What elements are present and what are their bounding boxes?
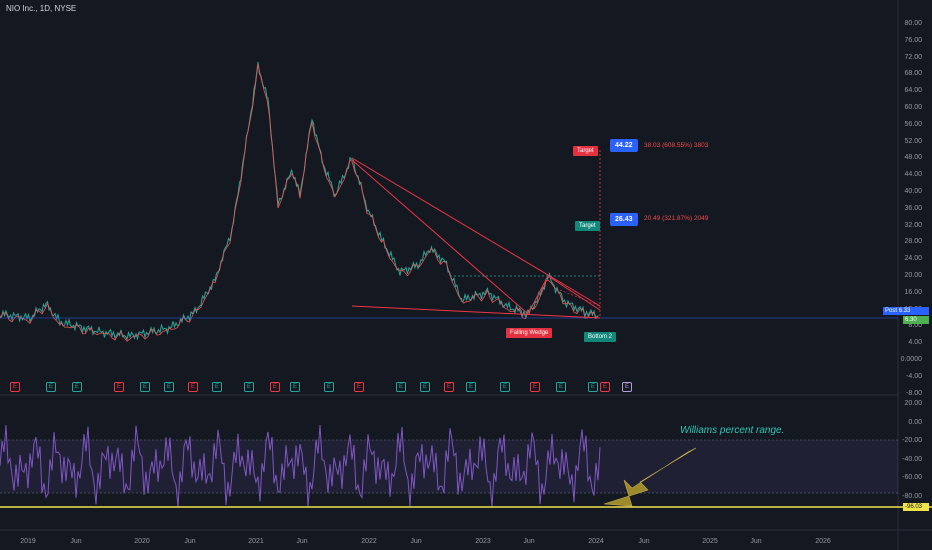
osc-tick: 0.00 (908, 418, 922, 426)
osc-tick: 20.00 (904, 400, 922, 407)
event-marker[interactable]: E (588, 382, 598, 392)
osc-tick: -20.00 (902, 437, 922, 444)
time-tick: Jun (184, 538, 196, 545)
event-marker[interactable]: E (72, 382, 82, 392)
event-marker[interactable]: E (354, 382, 364, 392)
time-tick: 2021 (248, 538, 264, 545)
event-marker[interactable]: E (212, 382, 222, 392)
bottom-2-line (527, 275, 601, 315)
price-tick: 8.00 (908, 322, 922, 330)
price-tick: 48.00 (904, 154, 922, 162)
osc-tick: -60.00 (902, 474, 922, 481)
price-tick: 20.00 (904, 272, 922, 279)
time-tick: Jun (410, 538, 422, 545)
time-tick: Jun (523, 538, 535, 545)
close-price-tag: 6.30 (903, 316, 929, 324)
price-tick: 60.00 (904, 104, 922, 111)
bottom-2-label: Bottom 2 (584, 332, 617, 342)
price-tick: 0.0000 (900, 356, 922, 363)
price-candles-red (0, 63, 598, 342)
target-label-2: Target (575, 221, 600, 231)
event-marker[interactable]: E (444, 382, 454, 392)
target-label-1: Target (573, 146, 598, 156)
williams-annotation: Williams percent range. (680, 425, 785, 436)
time-tick: 2025 (702, 538, 718, 545)
event-marker[interactable]: E (290, 382, 300, 392)
time-tick: Jun (296, 538, 308, 545)
wedge-inner-line (351, 159, 529, 315)
time-tick: 2023 (475, 538, 491, 545)
event-marker[interactable]: E (46, 382, 56, 392)
event-marker[interactable]: E (466, 382, 476, 392)
price-tick: 44.00 (904, 171, 922, 179)
event-marker[interactable]: E (270, 382, 280, 392)
price-tick: 16.00 (904, 288, 922, 296)
price-tick: 64.00 (904, 87, 922, 95)
osc-tick: -80.00 (902, 492, 922, 500)
price-tick: 80.00 (904, 20, 922, 27)
time-tick: Jun (638, 538, 650, 545)
wedge-upper-line (351, 157, 601, 307)
chart-title: NIO Inc., 1D, NYSE (6, 4, 77, 13)
time-tick: 2020 (134, 538, 150, 545)
time-tick: 2022 (361, 538, 377, 545)
time-tick: 2019 (20, 538, 36, 545)
target-info-1: 38.03 (608.55%) 3803 (644, 142, 709, 149)
event-marker[interactable]: E (396, 382, 406, 392)
price-tick: 36.00 (904, 204, 922, 212)
price-tick: 40.00 (904, 188, 922, 195)
target-info-2: 20.49 (321.87%) 2049 (644, 215, 709, 222)
price-tick: 28.00 (904, 238, 922, 246)
price-tick: 76.00 (904, 36, 922, 44)
event-marker[interactable]: E (530, 382, 540, 392)
price-tick: 56.00 (904, 120, 922, 128)
annotation-arrow (603, 447, 697, 507)
osc-value-tag: -96.03 (903, 503, 929, 511)
wedge-lower-line (351, 305, 601, 319)
falling-wedge-label: Falling Wedge (506, 328, 553, 338)
event-marker[interactable]: E (244, 382, 254, 392)
time-tick: Jun (70, 538, 82, 545)
time-tick: 2024 (588, 538, 604, 545)
target-price-1[interactable]: 44.22 (610, 139, 638, 152)
price-tick: 52.00 (904, 137, 922, 145)
target-price-2[interactable]: 26.43 (610, 213, 638, 226)
event-marker[interactable]: E (164, 382, 174, 392)
event-marker[interactable]: E (622, 382, 632, 392)
event-marker[interactable]: E (556, 382, 566, 392)
price-tick: 24.00 (904, 255, 922, 263)
price-tick: -4.00 (906, 372, 922, 380)
last-price-label: Post (885, 308, 898, 314)
event-marker[interactable]: E (420, 382, 430, 392)
osc-tick: -40.00 (902, 455, 922, 463)
williams-line (0, 424, 601, 508)
event-marker[interactable]: E (324, 382, 334, 392)
price-tick: 32.00 (904, 221, 922, 229)
last-price-value: 6.33 (898, 308, 911, 314)
price-tick: 72.00 (904, 53, 922, 61)
event-marker[interactable]: E (10, 382, 20, 392)
event-marker[interactable]: E (188, 382, 198, 392)
price-tick: 4.00 (908, 339, 922, 347)
last-price-tag: Post 6.33 (883, 307, 929, 315)
time-tick: Jun (750, 538, 762, 545)
price-tick: 68.00 (904, 70, 922, 78)
event-marker[interactable]: E (600, 382, 610, 392)
time-tick: 2026 (815, 538, 831, 545)
event-marker[interactable]: E (500, 382, 510, 392)
price-tick: -8.00 (906, 389, 922, 397)
event-marker[interactable]: E (140, 382, 150, 392)
event-marker[interactable]: E (114, 382, 124, 392)
